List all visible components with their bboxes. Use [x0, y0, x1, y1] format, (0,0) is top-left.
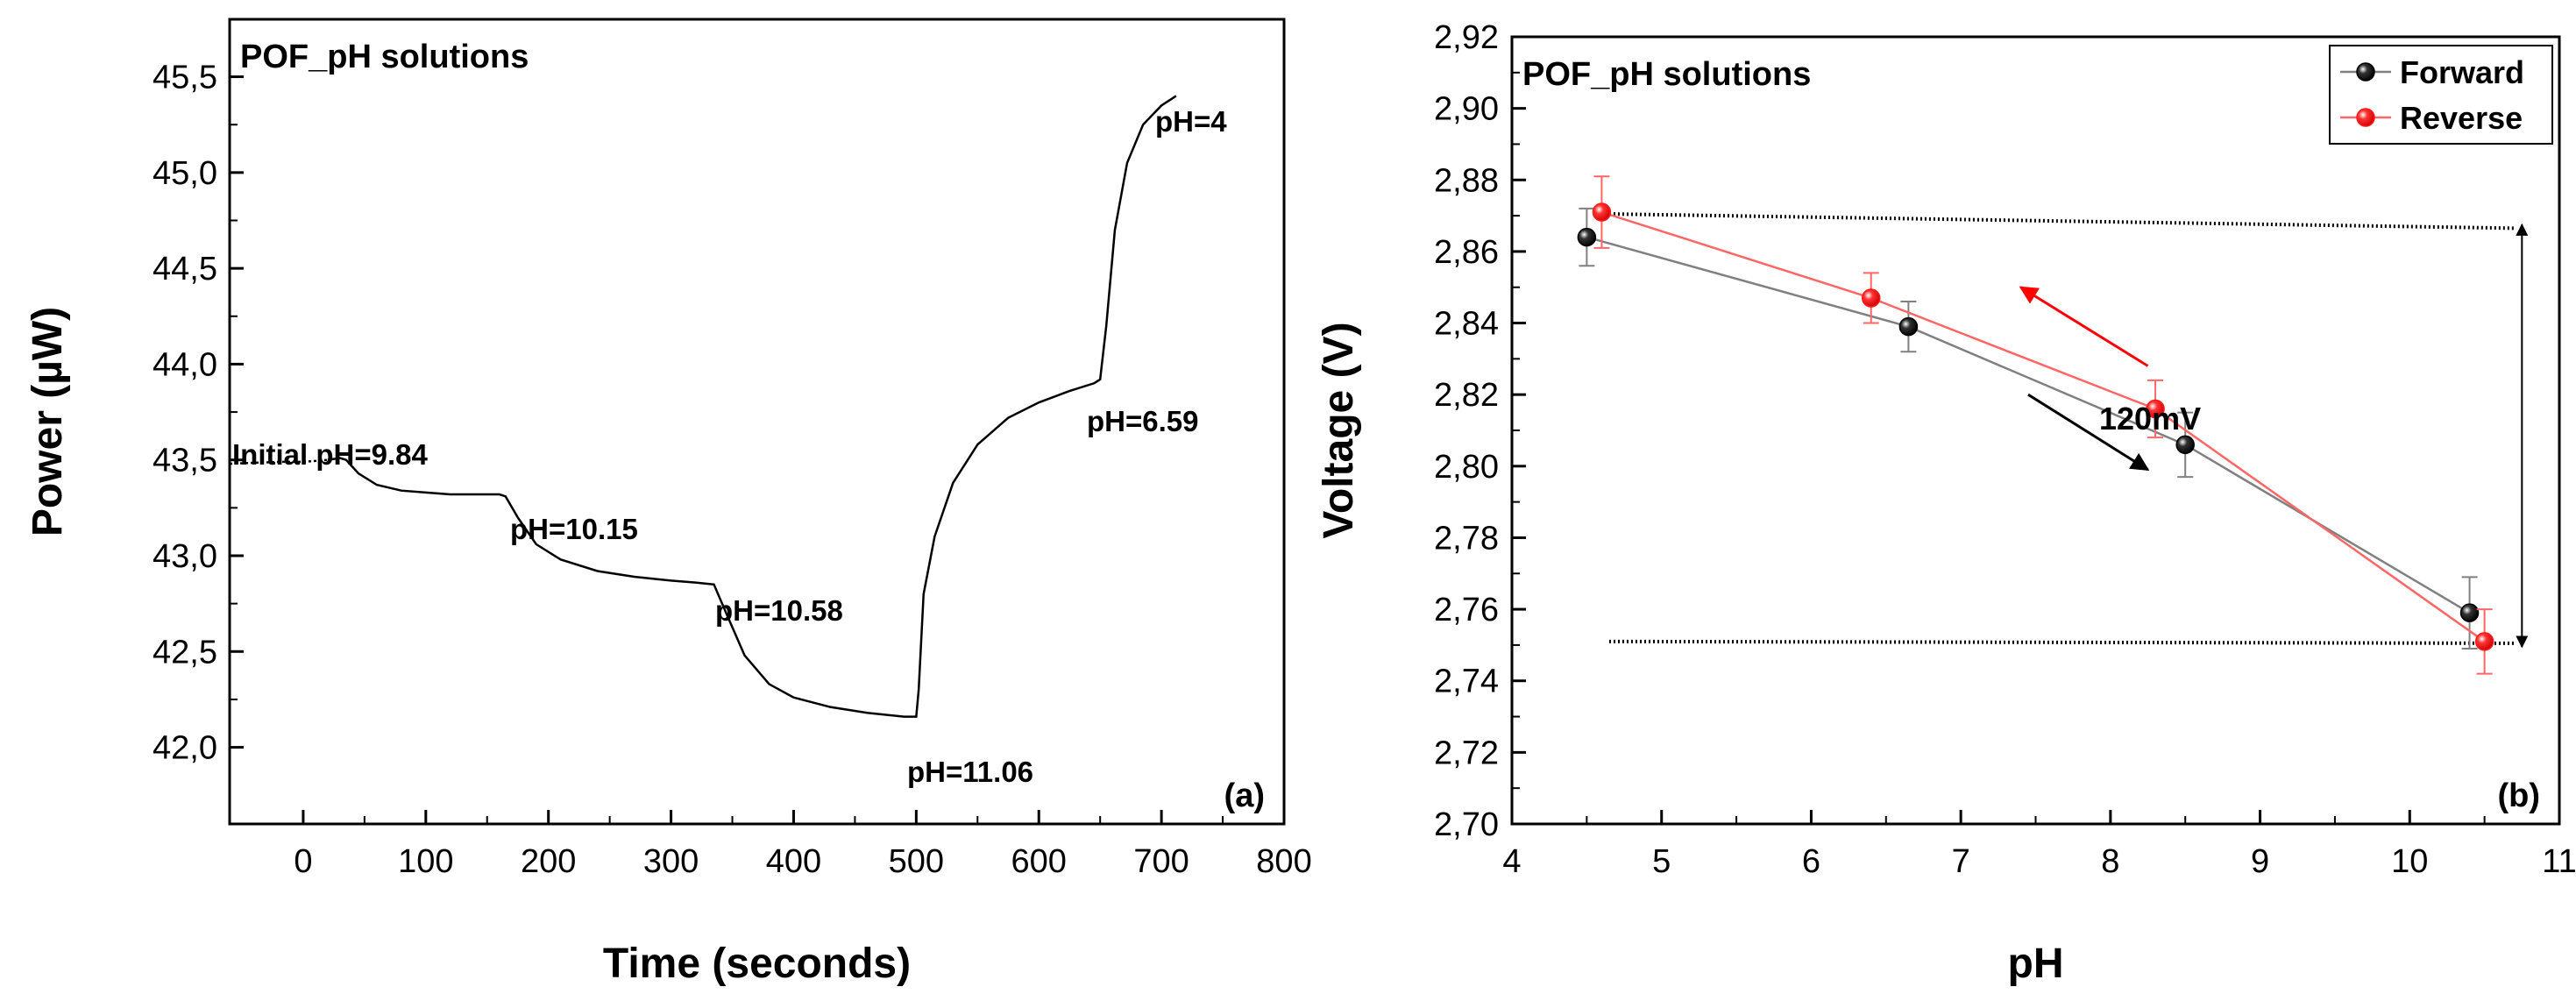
legend: Forward Reverse — [2329, 45, 2553, 145]
x-tick-label: 700 — [1133, 843, 1189, 880]
y-tick-label: 2,92 — [1434, 19, 1499, 56]
y-tick-label: 2,82 — [1434, 377, 1499, 414]
x-tick-label: 6 — [1802, 843, 1820, 880]
x-tick-label: 4 — [1502, 843, 1521, 880]
x-tick-label: 100 — [398, 843, 453, 880]
forward-data-point — [2175, 435, 2195, 455]
reverse-data-point — [1592, 202, 1612, 222]
chart-title: POF_pH solutions — [240, 39, 529, 75]
annotation-label: pH=11.06 — [907, 756, 1033, 788]
y-tick-label: 42,0 — [153, 730, 217, 767]
panel-label: (b) — [2497, 777, 2540, 814]
x-tick-label: 0 — [294, 843, 312, 880]
forward-data-point — [1577, 227, 1597, 247]
y-tick-label: 43,0 — [153, 538, 217, 575]
x-tick-label: 8 — [2101, 843, 2119, 880]
baseline-dotted-line — [229, 458, 329, 465]
plot-frame — [1510, 35, 2561, 826]
forward-data-point — [2459, 603, 2480, 622]
x-tick-label: 500 — [889, 843, 944, 880]
x-tick-label: 600 — [1011, 843, 1067, 880]
x-axis-title: pH — [2008, 941, 2064, 987]
y-tick-label: 45,0 — [153, 155, 217, 192]
x-tick-label: 11 — [2542, 843, 2576, 880]
range-annotation-label: 120mV — [2099, 401, 2201, 437]
annotation-label: pH=10.15 — [510, 513, 638, 545]
annotation-label: pH=4 — [1155, 105, 1227, 138]
panel-b-chart: 4 5 6 7 8 9 10 11 2,70 2,72 2,74 2,76 2,78 2,80 2,82 2,… — [1316, 19, 2576, 987]
annotation-label: Initial pH=9.84 — [232, 438, 428, 471]
x-tick-label: 7 — [1952, 843, 1970, 880]
legend-forward-marker — [2356, 62, 2375, 82]
forward-direction-arrow — [2027, 393, 2150, 472]
y-tick-label: 2,80 — [1434, 449, 1499, 486]
x-tick-label: 300 — [643, 843, 699, 880]
y-tick-label: 44,0 — [153, 346, 217, 383]
legend-reverse-marker — [2356, 108, 2375, 127]
annotation-label: pH=6.59 — [1087, 405, 1199, 437]
y-tick-label: 45,5 — [153, 60, 217, 96]
y-axis-title: Power (µW) — [25, 307, 71, 536]
y-tick-label: 2,90 — [1434, 91, 1499, 128]
y-tick-label: 2,78 — [1434, 520, 1499, 557]
x-tick-label: 10 — [2391, 843, 2428, 880]
reverse-data-point — [1861, 288, 1881, 308]
x-tick-label: 400 — [766, 843, 821, 880]
y-tick-label: 2,86 — [1434, 234, 1499, 271]
chart-title: POF_pH solutions — [1522, 56, 1811, 93]
reverse-data-point — [2474, 632, 2494, 651]
forward-data-point — [1898, 316, 1919, 337]
reverse-direction-arrow — [2019, 286, 2149, 367]
y-tick-label: 2,84 — [1434, 306, 1499, 343]
panel-a-chart: 0 100 200 300 400 500 600 700 800 42,0 42,5 43,0 43,… — [25, 18, 1312, 987]
y-tick-label: 2,88 — [1434, 162, 1499, 199]
x-tick-label: 9 — [2251, 843, 2269, 880]
forward-series-line — [1586, 236, 2471, 614]
reverse-series-line — [1601, 210, 2486, 642]
panel-label: (a) — [1224, 777, 1265, 814]
x-axis-title: Time (seconds) — [603, 941, 911, 987]
reverse-data-point — [2146, 399, 2165, 419]
plot-frame — [228, 18, 1286, 826]
legend-reverse-label: Reverse — [2400, 100, 2523, 136]
y-tick-label: 42,5 — [153, 634, 217, 671]
y-tick-label: 2,70 — [1434, 806, 1499, 843]
reference-dotted-line — [1608, 212, 2515, 231]
y-tick-label: 44,5 — [153, 251, 217, 288]
reference-dotted-line — [1608, 639, 2515, 645]
y-tick-label: 2,74 — [1434, 664, 1499, 700]
x-tick-label: 200 — [521, 843, 576, 880]
annotation-label: pH=10.58 — [715, 594, 843, 627]
y-axis-title: Voltage (V) — [1316, 322, 1362, 538]
x-tick-label: 5 — [1652, 843, 1671, 880]
y-tick-label: 2,76 — [1434, 592, 1499, 628]
legend-forward-label: Forward — [2400, 54, 2524, 90]
y-tick-label: 43,5 — [153, 443, 217, 479]
y-tick-label: 2,72 — [1434, 735, 1499, 771]
power-line — [327, 95, 1177, 718]
x-tick-label: 800 — [1256, 843, 1311, 880]
legend-box — [2329, 45, 2553, 145]
